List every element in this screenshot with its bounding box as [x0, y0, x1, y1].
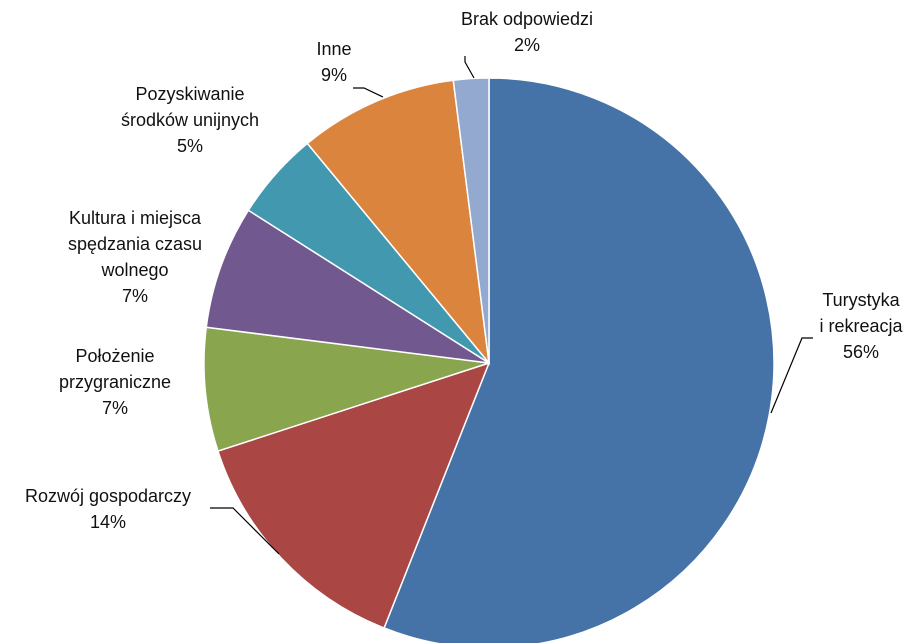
slice-label-line: Pozyskiwanie — [135, 84, 244, 104]
slice-label-line: wolnego — [100, 260, 168, 280]
slice-label-line: środków unijnych — [121, 110, 259, 130]
slice-label-line: Inne — [316, 39, 351, 59]
slice-label: Inne 9% — [316, 39, 351, 85]
slice-label: Pozyskiwanie środków unijnych 5% — [121, 84, 259, 156]
slice-label-line: Turystyka — [822, 290, 900, 310]
slice-label-line: spędzania czasu — [68, 234, 202, 254]
pie-slice — [306, 79, 491, 366]
slice-label: Kultura i miejsca spędzania czasu wolnego 7… — [68, 208, 202, 306]
leader-line — [464, 56, 475, 79]
slice-percent: 56% — [843, 342, 879, 362]
slice-percent: 14% — [90, 512, 126, 532]
slice-labels: Turystyka i rekreacja 56% Rozwój gospodarcz… — [25, 9, 904, 532]
leader-line — [210, 507, 280, 555]
slice-label: Położenie przygraniczne 7% — [59, 346, 171, 418]
slice-label: Rozwój gospodarczy 14% — [25, 486, 191, 532]
slice-label-line: przygraniczne — [59, 372, 171, 392]
slice-label: Turystyka i rekreacja 56% — [819, 290, 903, 362]
pie-slice — [205, 209, 490, 364]
slice-percent: 5% — [177, 136, 203, 156]
slice-label-line: Brak odpowiedzi — [461, 9, 593, 29]
slice-label-line: Położenie — [75, 346, 154, 366]
leader-lines — [210, 56, 813, 555]
leader-line — [353, 87, 384, 98]
pie-slice — [383, 77, 775, 643]
pie-slice — [203, 326, 490, 453]
slice-label: Brak odpowiedzi 2% — [461, 9, 593, 55]
pie-slices — [203, 77, 775, 643]
leader-line — [770, 337, 813, 414]
pie-slice — [452, 77, 490, 364]
slice-label-line: Rozwój gospodarczy — [25, 486, 191, 506]
slice-percent: 7% — [122, 286, 148, 306]
slice-percent: 9% — [321, 65, 347, 85]
slice-label-line: Kultura i miejsca — [69, 208, 202, 228]
slice-label-line: i rekreacja — [819, 316, 903, 336]
slice-percent: 2% — [514, 35, 540, 55]
slice-percent: 7% — [102, 398, 128, 418]
